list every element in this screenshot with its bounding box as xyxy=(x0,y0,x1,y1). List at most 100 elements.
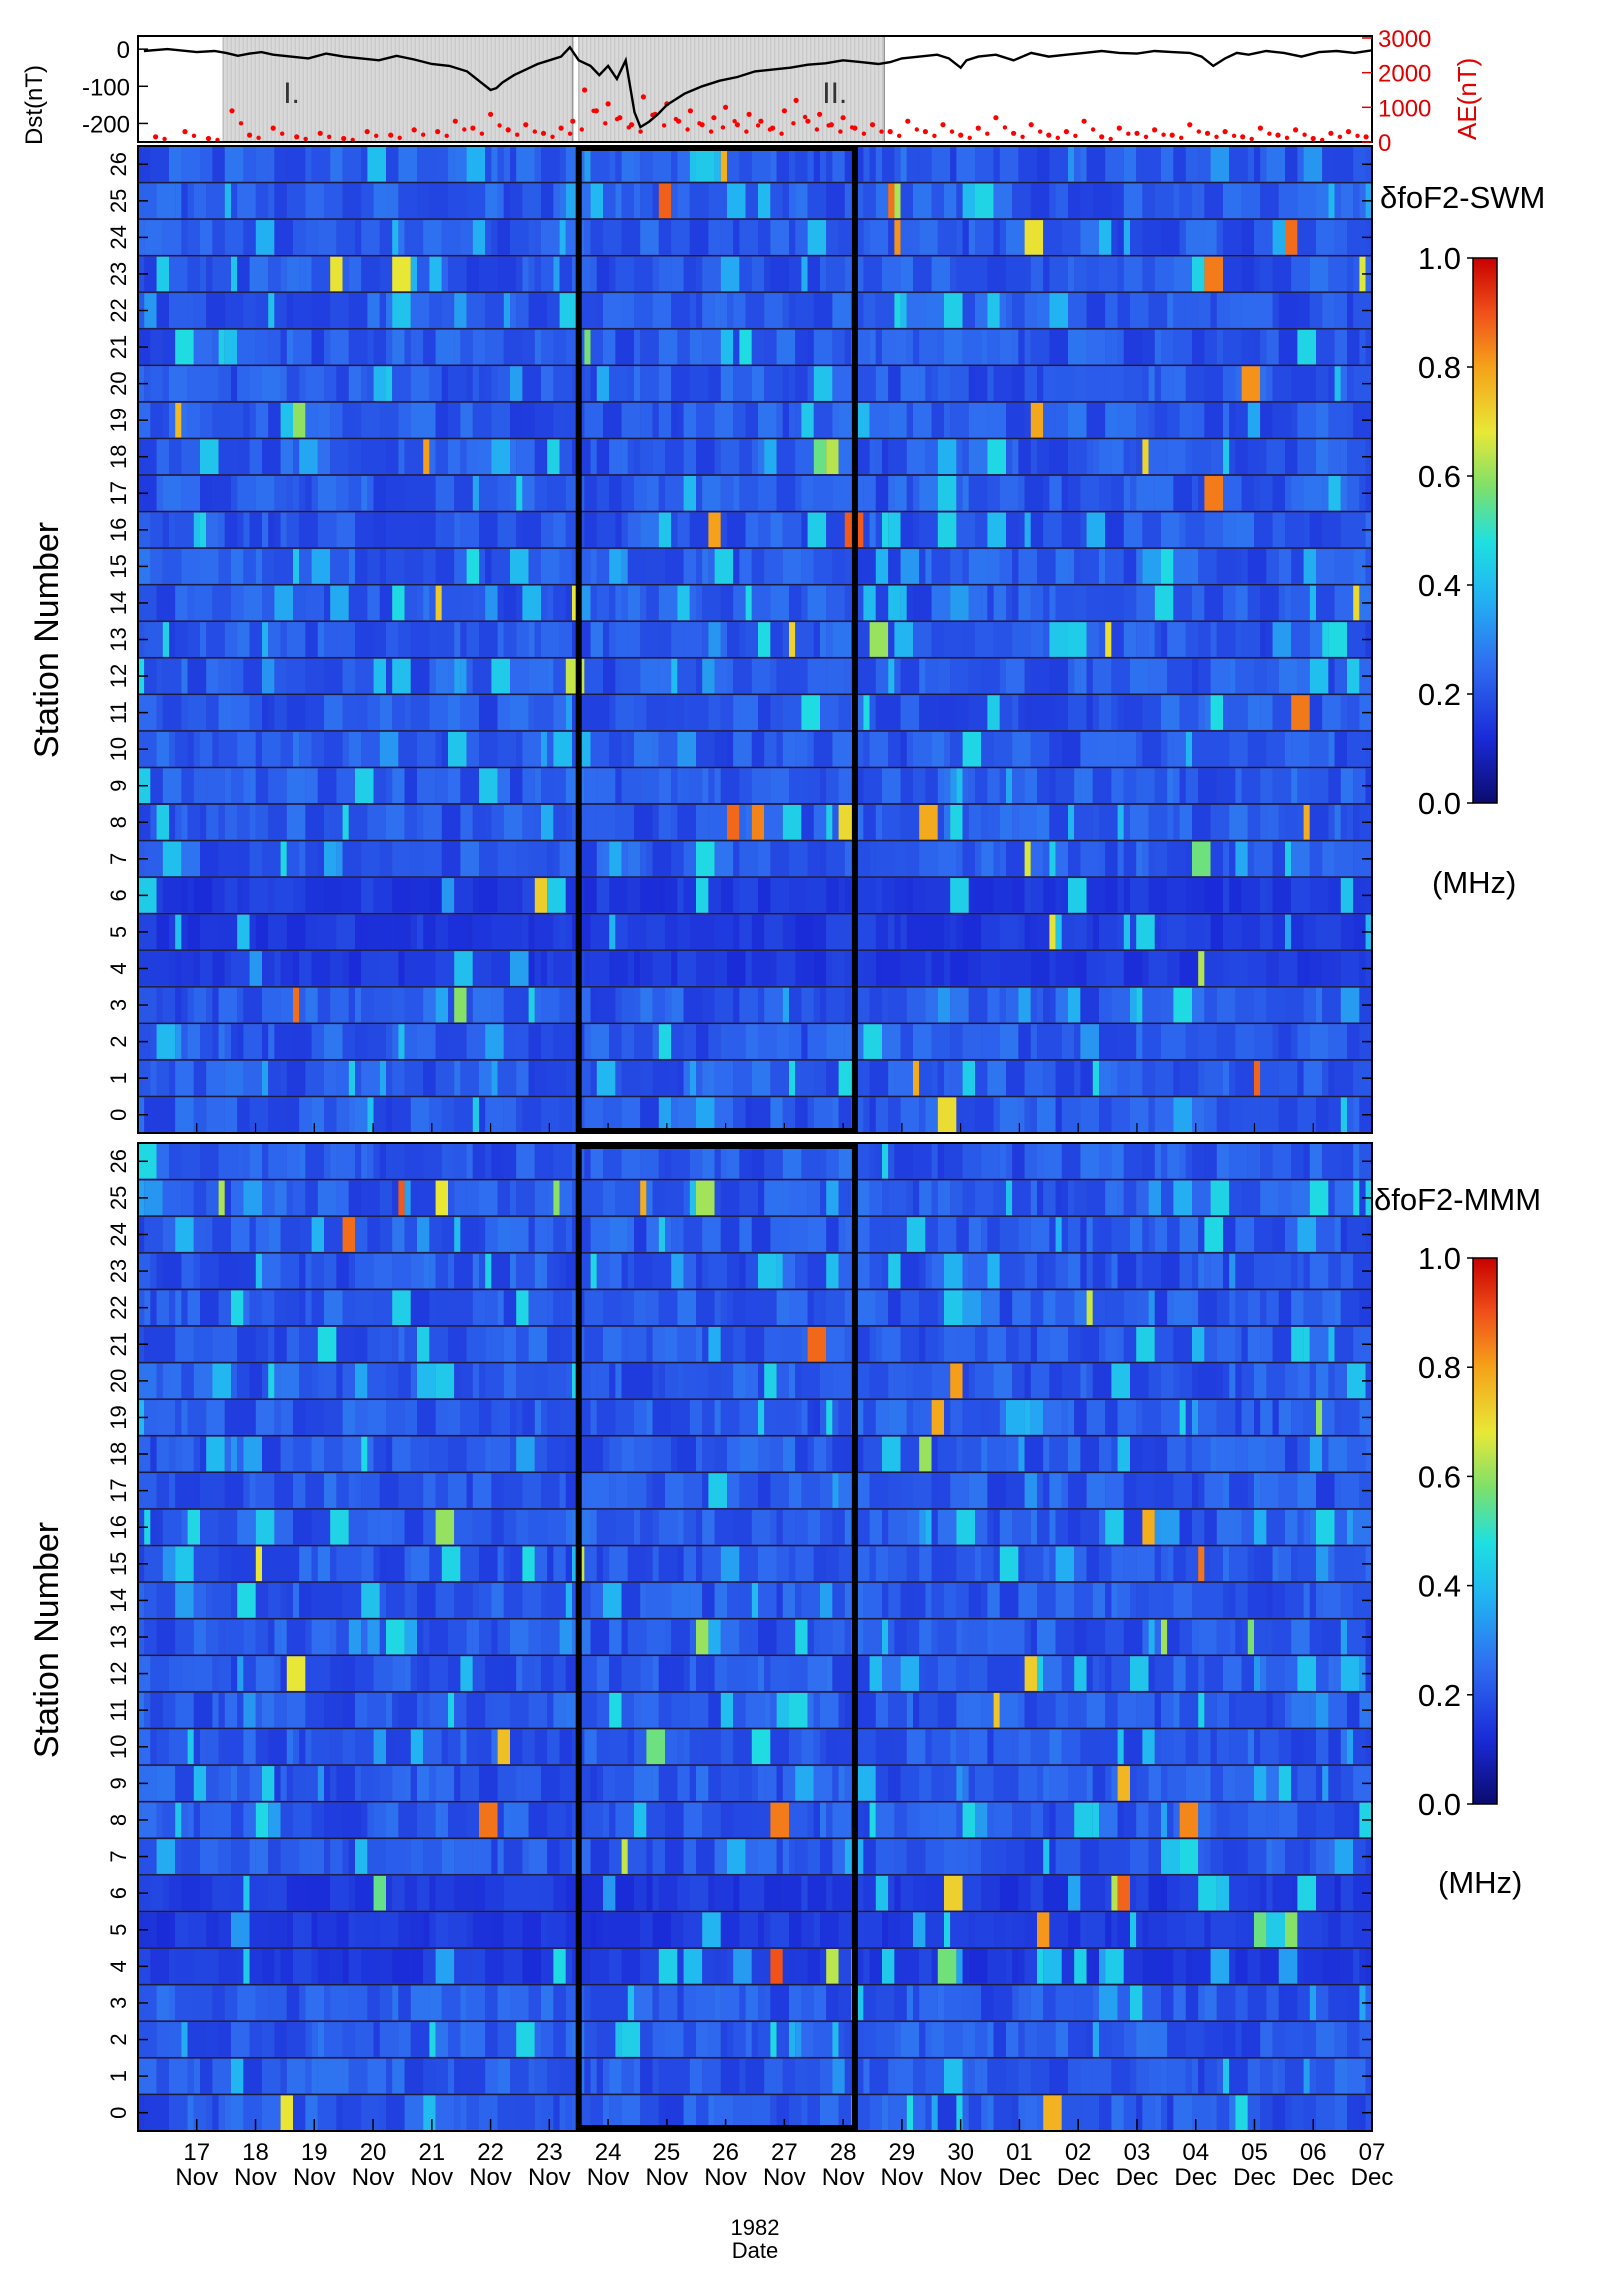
heatmap-cell xyxy=(677,658,696,694)
heatmap-cell xyxy=(1018,1692,1025,1728)
heatmap-cell xyxy=(448,1656,461,1691)
period-2-label: II. xyxy=(822,77,847,110)
heatmap-cell xyxy=(782,987,789,1023)
heatmap-cell xyxy=(1185,878,1192,913)
heatmap-cell xyxy=(1303,1509,1310,1545)
heatmap-cell xyxy=(361,1949,380,1984)
heatmap-cell xyxy=(262,549,275,584)
heatmap-cell xyxy=(1322,147,1335,182)
heatmap-cell xyxy=(200,1024,213,1059)
heatmap-cell xyxy=(187,402,200,438)
heatmap-cell xyxy=(280,951,293,986)
station-tick-label: 23 xyxy=(106,262,131,286)
heatmap-cell xyxy=(1316,220,1335,255)
heatmap-cell xyxy=(361,476,368,511)
heatmap-cell xyxy=(1316,183,1329,219)
heatmap-cell xyxy=(1105,329,1112,365)
heatmap-cell xyxy=(299,1729,306,1765)
heatmap-cell xyxy=(1018,147,1037,182)
heatmap-cell xyxy=(869,1097,876,1132)
heatmap-cell xyxy=(541,1097,560,1132)
heatmap-cell xyxy=(590,1619,610,1655)
ae-point xyxy=(779,131,784,136)
heatmap-cell xyxy=(634,805,653,840)
station-tick-label: 1 xyxy=(106,1072,131,1084)
heatmap-cell xyxy=(1316,2022,1335,2057)
heatmap-cell xyxy=(925,1509,932,1545)
heatmap-cell xyxy=(789,1024,802,1059)
heatmap-cell xyxy=(968,768,975,803)
heatmap-cell xyxy=(1123,1839,1130,1874)
heatmap-cell xyxy=(770,256,789,292)
heatmap-cell xyxy=(609,147,616,182)
heatmap-cell xyxy=(175,622,188,657)
ae-point xyxy=(153,134,159,140)
heatmap-cell xyxy=(150,1949,169,1984)
heatmap-cell xyxy=(820,1912,839,1947)
heatmap-cell xyxy=(1334,1509,1347,1545)
heatmap-cell xyxy=(510,1436,517,1472)
heatmap-cell xyxy=(1006,220,1025,255)
heatmap-cell xyxy=(751,147,771,182)
heatmap-cell xyxy=(243,1546,256,1582)
heatmap-cell xyxy=(224,147,244,182)
heatmap-cell xyxy=(299,512,318,548)
heatmap-cell xyxy=(696,476,703,511)
heatmap-cell xyxy=(1043,987,1050,1023)
heatmap-cell xyxy=(541,1024,554,1059)
heatmap-cell xyxy=(1117,914,1124,950)
heatmap-cell xyxy=(1235,768,1242,803)
heatmap-cell xyxy=(305,622,312,657)
heatmap-swm-label: δfoF2-SWM xyxy=(1380,180,1545,215)
heatmap-cell xyxy=(838,1766,845,1801)
heatmap-cell xyxy=(1012,585,1019,621)
heatmap-cell xyxy=(1049,147,1068,182)
heatmap-cell xyxy=(1130,1766,1137,1801)
heatmap-cell xyxy=(1210,805,1230,840)
heatmap-cell xyxy=(181,805,188,840)
heatmap-cell xyxy=(1223,1546,1230,1582)
heatmap-cell xyxy=(1291,914,1304,950)
heatmap-cell xyxy=(913,585,932,621)
heatmap-cell xyxy=(1161,220,1180,255)
heatmap-cell xyxy=(435,2022,448,2057)
heatmap-cell xyxy=(156,914,169,950)
heatmap-cell xyxy=(1210,2095,1217,2130)
heatmap-cell xyxy=(305,402,318,438)
heatmap-cell xyxy=(1117,1729,1124,1765)
heatmap-cell xyxy=(485,1436,492,1472)
heatmap-cell xyxy=(534,2022,541,2057)
heatmap-cell xyxy=(553,366,572,401)
heatmap-cell xyxy=(169,366,188,401)
heatmap-cell xyxy=(826,585,845,621)
heatmap-cell xyxy=(913,476,920,511)
heatmap-cell xyxy=(590,2095,603,2130)
heatmap-cell xyxy=(206,293,225,328)
heatmap-cell xyxy=(262,512,269,548)
heatmap-cell xyxy=(1086,1546,1099,1582)
heatmap-cell xyxy=(553,2095,560,2130)
station-tick-label: 25 xyxy=(106,189,131,213)
heatmap-cell xyxy=(677,768,684,803)
heatmap-cell xyxy=(565,1473,579,1508)
heatmap-cell xyxy=(1223,183,1242,219)
heatmap-cell xyxy=(1223,841,1230,877)
heatmap-cell xyxy=(1161,1839,1180,1874)
ae-point xyxy=(411,127,417,133)
heatmap-cell xyxy=(820,1619,833,1655)
heatmap-cell xyxy=(181,1024,188,1059)
heatmap-cell xyxy=(1260,1097,1279,1132)
heatmap-cell xyxy=(547,585,554,621)
heatmap-cell xyxy=(1012,1802,1031,1838)
heatmap-cell xyxy=(1148,2058,1161,2094)
heatmap-cell xyxy=(900,256,913,292)
heatmap-cell xyxy=(392,1436,411,1472)
heatmap-cell xyxy=(1161,1985,1174,2021)
heatmap-cell xyxy=(1006,439,1013,474)
heatmap-cell xyxy=(293,987,300,1023)
heatmap-cell xyxy=(274,220,293,255)
heatmap-cell xyxy=(937,841,957,877)
heatmap-cell xyxy=(807,1839,820,1874)
heatmap-cell xyxy=(832,147,845,182)
heatmap-cell xyxy=(596,768,616,803)
